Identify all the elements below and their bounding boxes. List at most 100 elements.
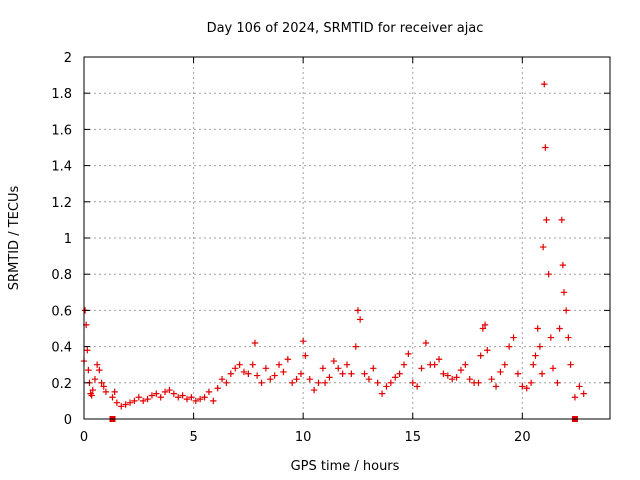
data-point (326, 374, 333, 381)
data-point (321, 379, 329, 386)
data-point (365, 375, 373, 383)
data-point (541, 80, 548, 88)
data-point (527, 379, 535, 386)
data-point (84, 347, 91, 354)
data-point (554, 379, 561, 386)
data-point (267, 375, 274, 383)
data-point (492, 383, 500, 390)
data-point (85, 366, 92, 374)
data-point (444, 372, 452, 379)
data-point (100, 383, 107, 390)
data-point (576, 383, 583, 390)
data-point (475, 379, 482, 386)
y-tick-label: 1.4 (51, 160, 72, 175)
data-point (284, 356, 292, 363)
data-point (271, 372, 278, 379)
axis-ticks (83, 56, 610, 420)
data-point (530, 361, 537, 368)
data-point (251, 339, 259, 347)
data-point (374, 379, 381, 386)
data-point (88, 392, 95, 399)
data-point (240, 368, 248, 376)
data-point (361, 370, 368, 377)
data-point (126, 399, 134, 406)
data-point (571, 394, 579, 401)
data-point (166, 386, 173, 394)
data-point (488, 375, 495, 383)
tick-labels: 00.20.40.60.811.21.41.61.820 5 10 15 20 (51, 51, 530, 445)
y-tick-label: 1.2 (51, 196, 72, 211)
data-point (157, 394, 164, 401)
data-point (188, 394, 195, 401)
data-point (113, 399, 121, 406)
data-point (245, 370, 252, 377)
y-tick-label: 0.4 (51, 341, 72, 356)
data-point (354, 307, 362, 314)
data-point (135, 394, 142, 401)
y-tick-label: 1.8 (51, 87, 72, 102)
y-tick-label: 0.8 (51, 268, 72, 283)
data-point (214, 385, 221, 392)
data-point (299, 337, 307, 345)
data-point (562, 307, 570, 314)
data-point (484, 347, 491, 354)
data-point (293, 375, 300, 383)
data-point (449, 375, 456, 383)
data-point (262, 365, 270, 372)
data-point (378, 390, 386, 397)
data-point (319, 365, 327, 372)
data-point (392, 374, 399, 381)
data-point (111, 388, 118, 396)
data-point (315, 379, 322, 386)
data-point (310, 386, 318, 394)
data-point (539, 243, 547, 251)
data-point (227, 370, 235, 377)
data-point (161, 388, 169, 396)
data-point (543, 216, 550, 224)
x-tick-label: 10 (295, 430, 312, 445)
data-point (356, 316, 364, 323)
data-point (205, 388, 213, 396)
data-point (457, 366, 465, 374)
data-point (275, 361, 283, 368)
data-point (179, 392, 186, 399)
data-point (258, 379, 265, 386)
data-point (466, 375, 473, 383)
data-point (505, 343, 513, 350)
data-points (80, 80, 587, 422)
data-point (170, 390, 178, 397)
chart-title: Day 106 of 2024, SRMTID for receiver aja… (207, 21, 484, 36)
x-axis-label: GPS time / hours (291, 459, 400, 474)
data-point (387, 379, 395, 386)
data-point (223, 379, 230, 386)
data-point (565, 334, 572, 341)
data-point (559, 261, 567, 269)
data-point (348, 370, 355, 377)
data-point (302, 352, 309, 359)
data-point (510, 334, 517, 341)
data-point (122, 401, 129, 408)
data-point (558, 216, 565, 224)
y-tick-label: 0 (64, 413, 72, 428)
data-point (330, 357, 338, 365)
data-point (477, 352, 484, 359)
data-point (289, 379, 296, 386)
data-point (501, 361, 508, 368)
data-point (405, 350, 412, 358)
data-point (148, 392, 156, 399)
data-point (534, 325, 541, 332)
data-point (306, 375, 313, 383)
data-point (383, 383, 390, 390)
data-point (479, 325, 487, 332)
data-point (514, 370, 522, 377)
data-point (201, 394, 208, 401)
y-axis-label: SRMTID / TECUs (7, 186, 22, 291)
data-point (435, 356, 443, 363)
data-point (253, 372, 261, 379)
data-point (422, 339, 430, 347)
data-point (418, 365, 425, 372)
data-point (431, 361, 438, 368)
x-tick-label: 0 (80, 430, 88, 445)
data-point (497, 368, 504, 376)
